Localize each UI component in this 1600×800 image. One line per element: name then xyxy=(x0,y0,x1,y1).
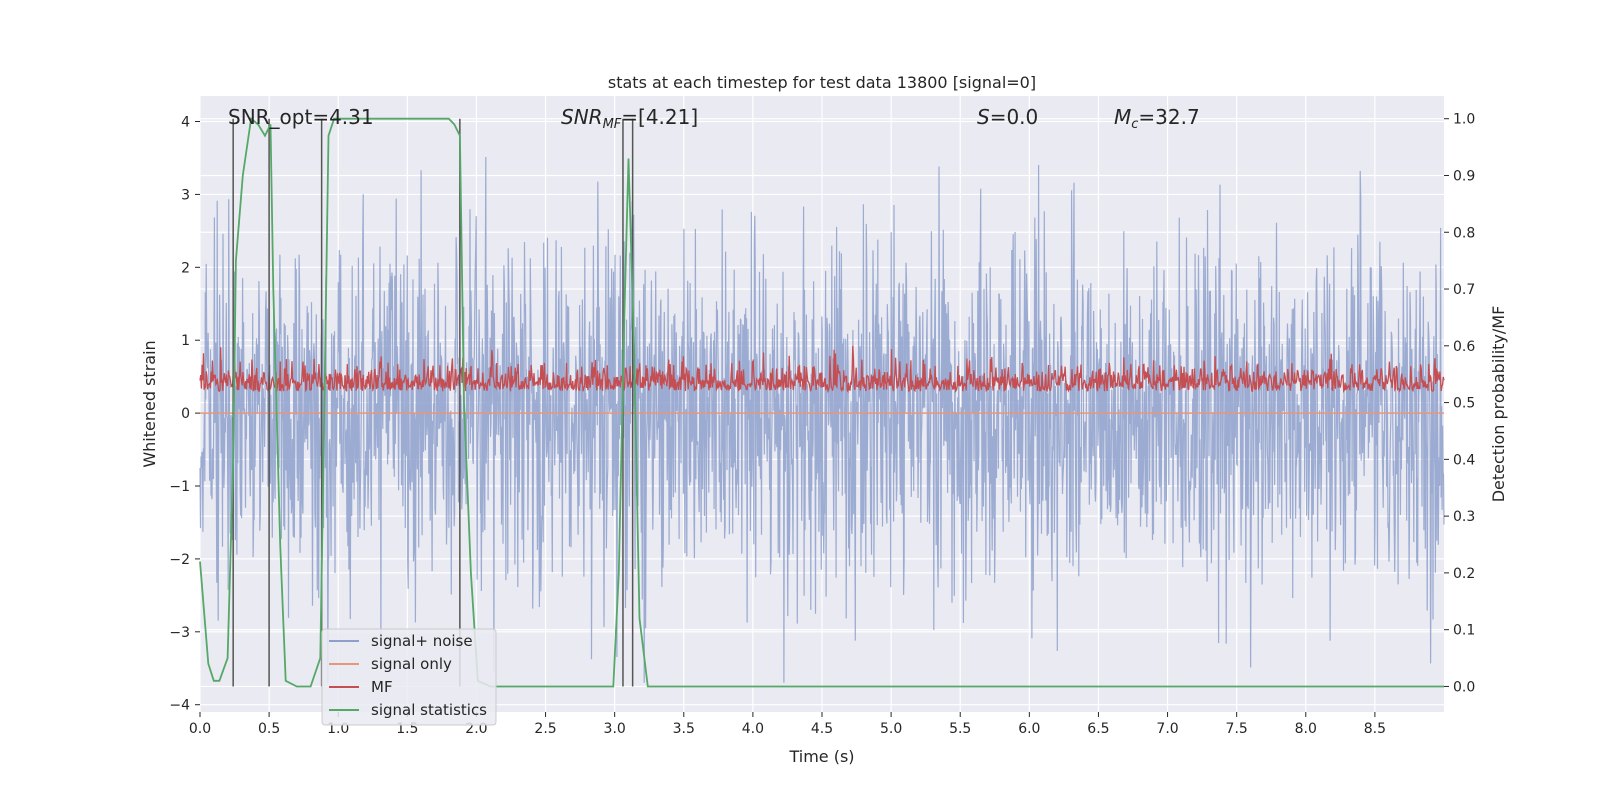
x-tick-label: 6.0 xyxy=(1018,721,1040,737)
legend: signal+ noise signal only MF signal stat… xyxy=(321,628,497,726)
x-tick-label: 4.0 xyxy=(742,721,764,737)
x-tick-label: 7.0 xyxy=(1156,721,1178,737)
mc-annotation: Mc=32.7 xyxy=(1114,105,1200,132)
x-tick-label: 5.5 xyxy=(949,721,971,737)
x-tick-label: 3.0 xyxy=(604,721,626,737)
x-tick-label: 8.5 xyxy=(1364,721,1386,737)
y-left-tick-label: −2 xyxy=(169,552,190,568)
x-axis: 0.0 0.5 1.0 1.5 2.0 2.5 3.0 3.5 4.0 4.5 5.0 5.5 6.0 6… xyxy=(189,712,1386,737)
x-tick-label: 0.5 xyxy=(258,721,280,737)
legend-label-signal-statistics: signal statistics xyxy=(371,701,487,719)
y-left-tick-label: −1 xyxy=(169,479,190,495)
snr-mf-annotation: SNRMF=[4.21] xyxy=(561,105,698,132)
y-left-tick-label: −3 xyxy=(169,625,190,641)
y-axis-left-label: Whitened strain xyxy=(140,340,159,467)
x-tick-label: 3.5 xyxy=(673,721,695,737)
signal-noise-line xyxy=(199,156,1445,683)
y-right-tick-label: 0.7 xyxy=(1453,282,1475,298)
legend-label-signal-noise: signal+ noise xyxy=(371,632,473,650)
y-right-tick-label: 0.6 xyxy=(1453,339,1475,355)
y-right-tick-label: 1.0 xyxy=(1453,112,1475,128)
x-tick-label: 0.0 xyxy=(189,721,211,737)
y-left-tick-label: 0 xyxy=(181,406,190,422)
y-right-tick-label: 0.2 xyxy=(1453,566,1475,582)
legend-label-signal-only: signal only xyxy=(371,655,452,673)
y-right-tick-label: 0.3 xyxy=(1453,509,1475,525)
y-right-tick-label: 0.4 xyxy=(1453,452,1475,468)
y-axis-right-label: Detection probability/MF xyxy=(1489,306,1508,503)
x-tick-label: 2.5 xyxy=(534,721,556,737)
y-axis-left: 4 3 2 1 0 −1 −2 −3 −4 xyxy=(169,115,200,714)
x-axis-label: Time (s) xyxy=(788,747,854,766)
x-tick-label: 5.0 xyxy=(880,721,902,737)
series-signal-statistics xyxy=(199,117,1444,688)
x-tick-label: 4.5 xyxy=(811,721,833,737)
y-right-tick-label: 0.1 xyxy=(1453,623,1475,639)
y-axis-right: 1.0 0.9 0.8 0.7 0.6 0.5 0.4 0.3 0.2 0.1 0.0 xyxy=(1444,112,1475,695)
y-right-tick-label: 0.0 xyxy=(1453,679,1475,695)
y-right-tick-label: 0.8 xyxy=(1453,225,1475,241)
y-left-tick-label: 2 xyxy=(181,260,190,276)
s-annotation: S=0.0 xyxy=(977,105,1038,129)
signal-statistics-line xyxy=(199,117,1444,688)
series-mf xyxy=(199,345,1445,394)
y-left-tick-label: 1 xyxy=(181,333,190,349)
x-tick-label: 8.0 xyxy=(1295,721,1317,737)
legend-box xyxy=(321,628,497,726)
y-left-tick-label: 4 xyxy=(181,115,190,131)
x-tick-label: 6.5 xyxy=(1087,721,1109,737)
chart-title: stats at each timestep for test data 138… xyxy=(608,73,1036,92)
y-right-tick-label: 0.9 xyxy=(1453,168,1475,184)
mf-line xyxy=(199,345,1445,394)
snr-opt-annotation: SNR_opt=4.31 xyxy=(228,105,374,129)
series-signal-noise xyxy=(199,156,1445,683)
y-right-tick-label: 0.5 xyxy=(1453,396,1475,412)
legend-label-mf: MF xyxy=(371,678,393,696)
y-left-tick-label: 3 xyxy=(181,187,190,203)
y-left-tick-label: −4 xyxy=(169,698,190,714)
x-tick-label: 7.5 xyxy=(1226,721,1248,737)
